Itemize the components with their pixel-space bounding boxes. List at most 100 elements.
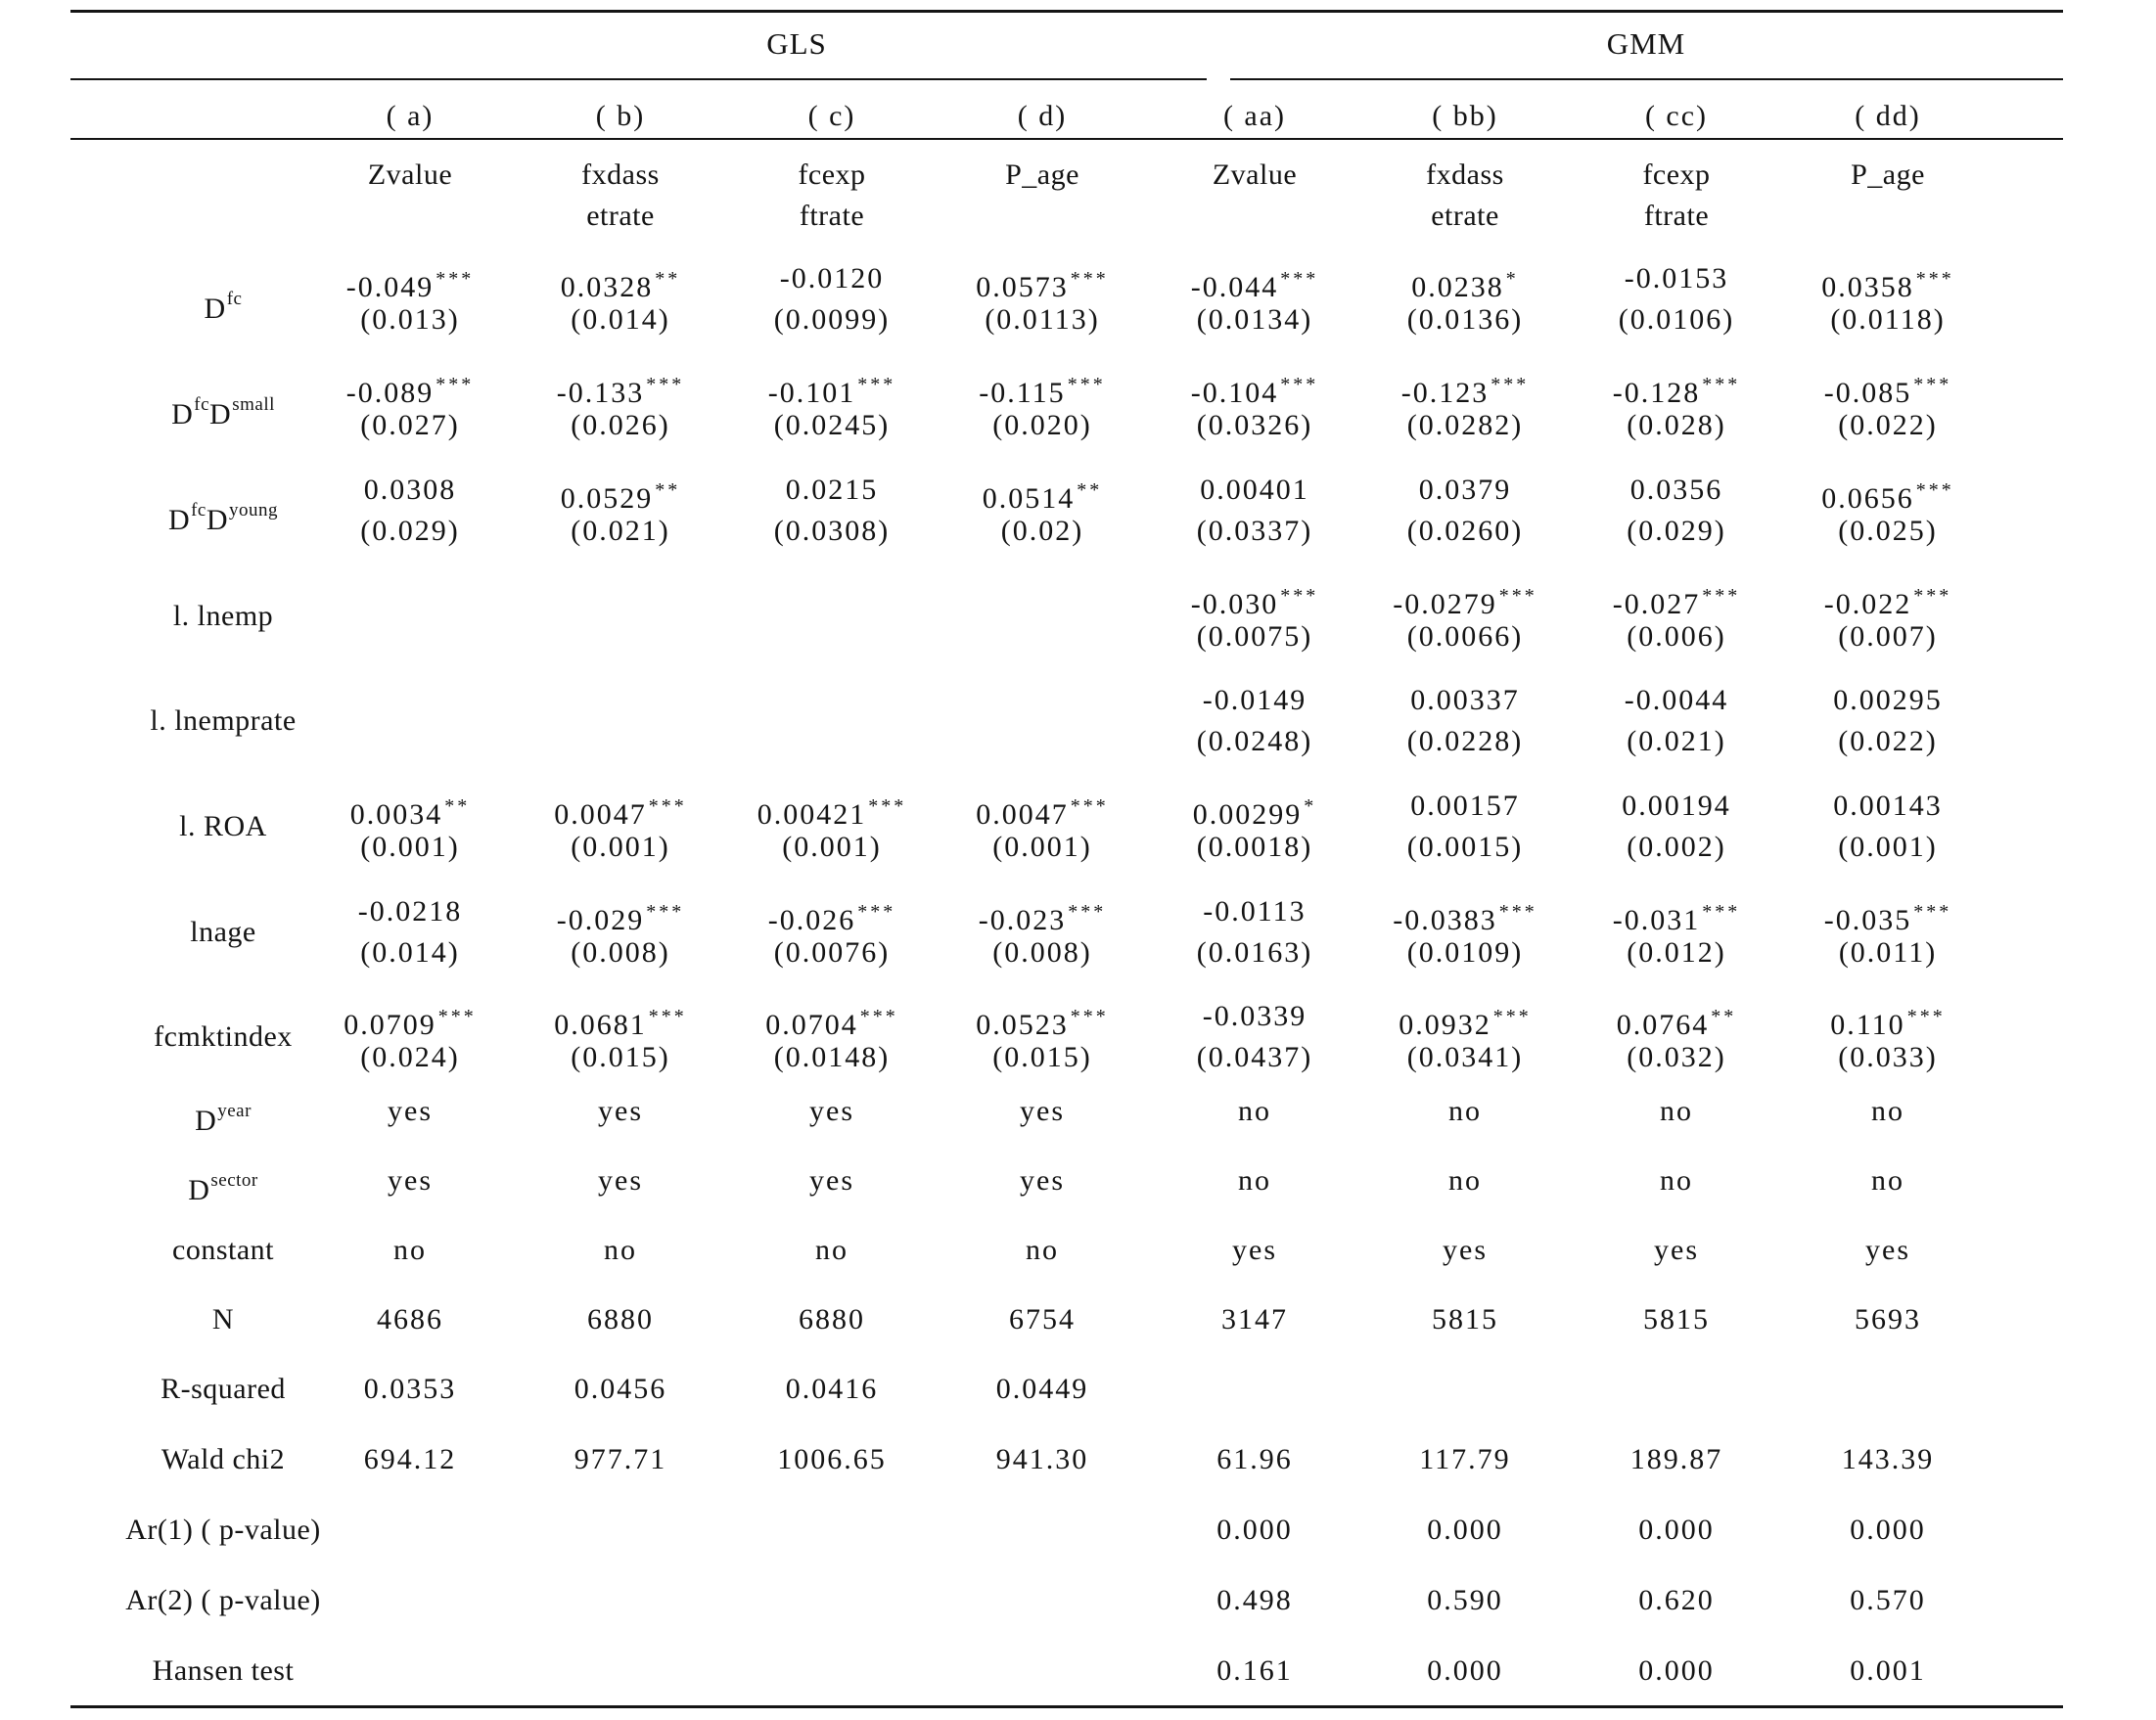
standard-error: (0.011) — [1838, 936, 1938, 969]
coefficient-value: -0.104 — [1190, 377, 1279, 409]
significance-stars: ** — [655, 268, 681, 290]
significance-stars: * — [1304, 795, 1317, 817]
standard-error: (0.013) — [360, 303, 460, 336]
significance-stars: *** — [1492, 1006, 1532, 1027]
significance-stars: *** — [1498, 585, 1537, 607]
coefficient: 0.0215 — [729, 470, 935, 511]
coefficient: -0.044 *** — [1152, 258, 1357, 308]
significance-stars: *** — [1070, 795, 1109, 817]
coefficient-value: 0.0709 — [344, 1009, 436, 1041]
coefficient-value: 0.0047 — [554, 798, 647, 831]
coefficient-value: 0.0523 — [976, 1009, 1069, 1041]
stat-value: yes — [598, 1164, 643, 1197]
coefficient-value: -0.029 — [556, 904, 645, 936]
significance-stars: *** — [1906, 1006, 1946, 1027]
coefficient-value: 0.00194 — [1622, 790, 1731, 822]
standard-error: (0.025) — [1838, 515, 1938, 547]
column-id-rule — [70, 138, 2063, 140]
stat-row-label: Ar(1) ( p-value) — [62, 1510, 385, 1551]
stat-value: no — [1448, 1164, 1482, 1197]
row-label-text: fcmktindex — [154, 1020, 293, 1053]
standard-error: (0.014) — [360, 936, 460, 969]
coefficient-value: -0.0383 — [1393, 904, 1497, 936]
significance-stars: *** — [1915, 479, 1954, 501]
stat-value: yes — [1865, 1234, 1910, 1266]
coefficient-value: 0.0034 — [349, 798, 443, 831]
standard-error: (0.021) — [1627, 725, 1726, 757]
standard-error: (0.0337) — [1196, 515, 1313, 547]
coefficient-value: -0.0044 — [1624, 684, 1729, 716]
significance-stars: *** — [1702, 585, 1741, 607]
gls-group-rule — [70, 78, 1207, 80]
coefficient-value: 0.0308 — [363, 474, 457, 506]
standard-error: (0.012) — [1627, 936, 1726, 969]
stat-value: 61.96 — [1216, 1443, 1293, 1475]
stat-value: 143.39 — [1841, 1443, 1935, 1475]
standard-error: (0.028) — [1627, 409, 1726, 441]
significance-stars: *** — [646, 374, 685, 395]
significance-stars: *** — [1280, 268, 1319, 290]
significance-stars: *** — [436, 374, 475, 395]
coefficient-value: 0.00421 — [757, 798, 867, 831]
dependent-variable: Zvalue — [367, 158, 453, 191]
coefficient-value: -0.133 — [556, 377, 645, 409]
stat-value: 4686 — [377, 1303, 443, 1335]
standard-error: (0.0018) — [1196, 831, 1313, 863]
stat-value: yes — [1232, 1234, 1277, 1266]
coefficient: -0.0149 — [1152, 680, 1357, 721]
coefficient-value: -0.115 — [979, 377, 1066, 409]
standard-error: (0.001) — [1838, 831, 1938, 863]
coefficient-value: 0.0358 — [1821, 271, 1914, 303]
standard-error: (0.015) — [992, 1041, 1092, 1073]
stat-row-label: R-squared — [62, 1369, 385, 1410]
coefficient: -0.0279 *** — [1362, 575, 1568, 625]
significance-stars: *** — [436, 268, 475, 290]
row-label-text: D — [204, 293, 226, 325]
stat-value: yes — [1654, 1234, 1699, 1266]
coefficient: -0.030 *** — [1152, 575, 1357, 625]
stat-value: 941.30 — [995, 1443, 1089, 1475]
coefficient: -0.027 *** — [1574, 575, 1779, 625]
coefficient-value: -0.0113 — [1203, 895, 1307, 928]
stat-value: 0.0353 — [363, 1373, 457, 1405]
label-superscript: year — [217, 1101, 252, 1121]
row-label: fcmktindex — [62, 1017, 385, 1058]
significance-stars: *** — [1913, 585, 1952, 607]
stat-value: no — [604, 1234, 637, 1266]
dependent-variable: etrate — [586, 200, 655, 232]
coefficient-value: -0.026 — [767, 904, 856, 936]
stat-value: 0.000 — [1427, 1514, 1503, 1546]
significance-stars: *** — [437, 1006, 477, 1027]
stat-value: yes — [388, 1095, 433, 1127]
significance-stars: *** — [646, 901, 685, 923]
stat-value: 694.12 — [363, 1443, 457, 1475]
standard-error: (0.015) — [571, 1041, 670, 1073]
coefficient: 0.0047 *** — [518, 786, 723, 836]
group-header-gmm: GMM — [1606, 26, 1686, 61]
stat-value: 5815 — [1643, 1303, 1710, 1335]
standard-error: (0.002) — [1627, 831, 1726, 863]
stat-value: yes — [1020, 1095, 1065, 1127]
stat-value: yes — [809, 1164, 854, 1197]
row-label: l. ROA — [62, 806, 385, 847]
coefficient-value: 0.00337 — [1410, 684, 1520, 716]
coefficient-value: 0.00295 — [1833, 684, 1943, 716]
stat-value: 117.79 — [1419, 1443, 1511, 1475]
standard-error: (0.0075) — [1196, 620, 1313, 653]
coefficient: -0.0218 — [307, 891, 513, 932]
row-label-text: Wald chi2 — [161, 1443, 286, 1475]
significance-stars: *** — [1491, 374, 1530, 395]
row-label-text: l. lnemprate — [150, 704, 297, 737]
coefficient-value: -0.027 — [1612, 588, 1701, 620]
label-superscript: fc — [191, 500, 206, 521]
coefficient: 0.0379 — [1362, 470, 1568, 511]
coefficient: -0.0383 *** — [1362, 891, 1568, 941]
stat-value: 0.620 — [1638, 1584, 1715, 1616]
coefficient: 0.0932 *** — [1362, 996, 1568, 1046]
coefficient: -0.104 *** — [1152, 364, 1357, 414]
stat-value: 0.000 — [1850, 1514, 1926, 1546]
dependent-variable: P_age — [1851, 158, 1925, 191]
stat-value: no — [815, 1234, 849, 1266]
stat-value: 0.000 — [1638, 1514, 1715, 1546]
standard-error: (0.032) — [1627, 1041, 1726, 1073]
